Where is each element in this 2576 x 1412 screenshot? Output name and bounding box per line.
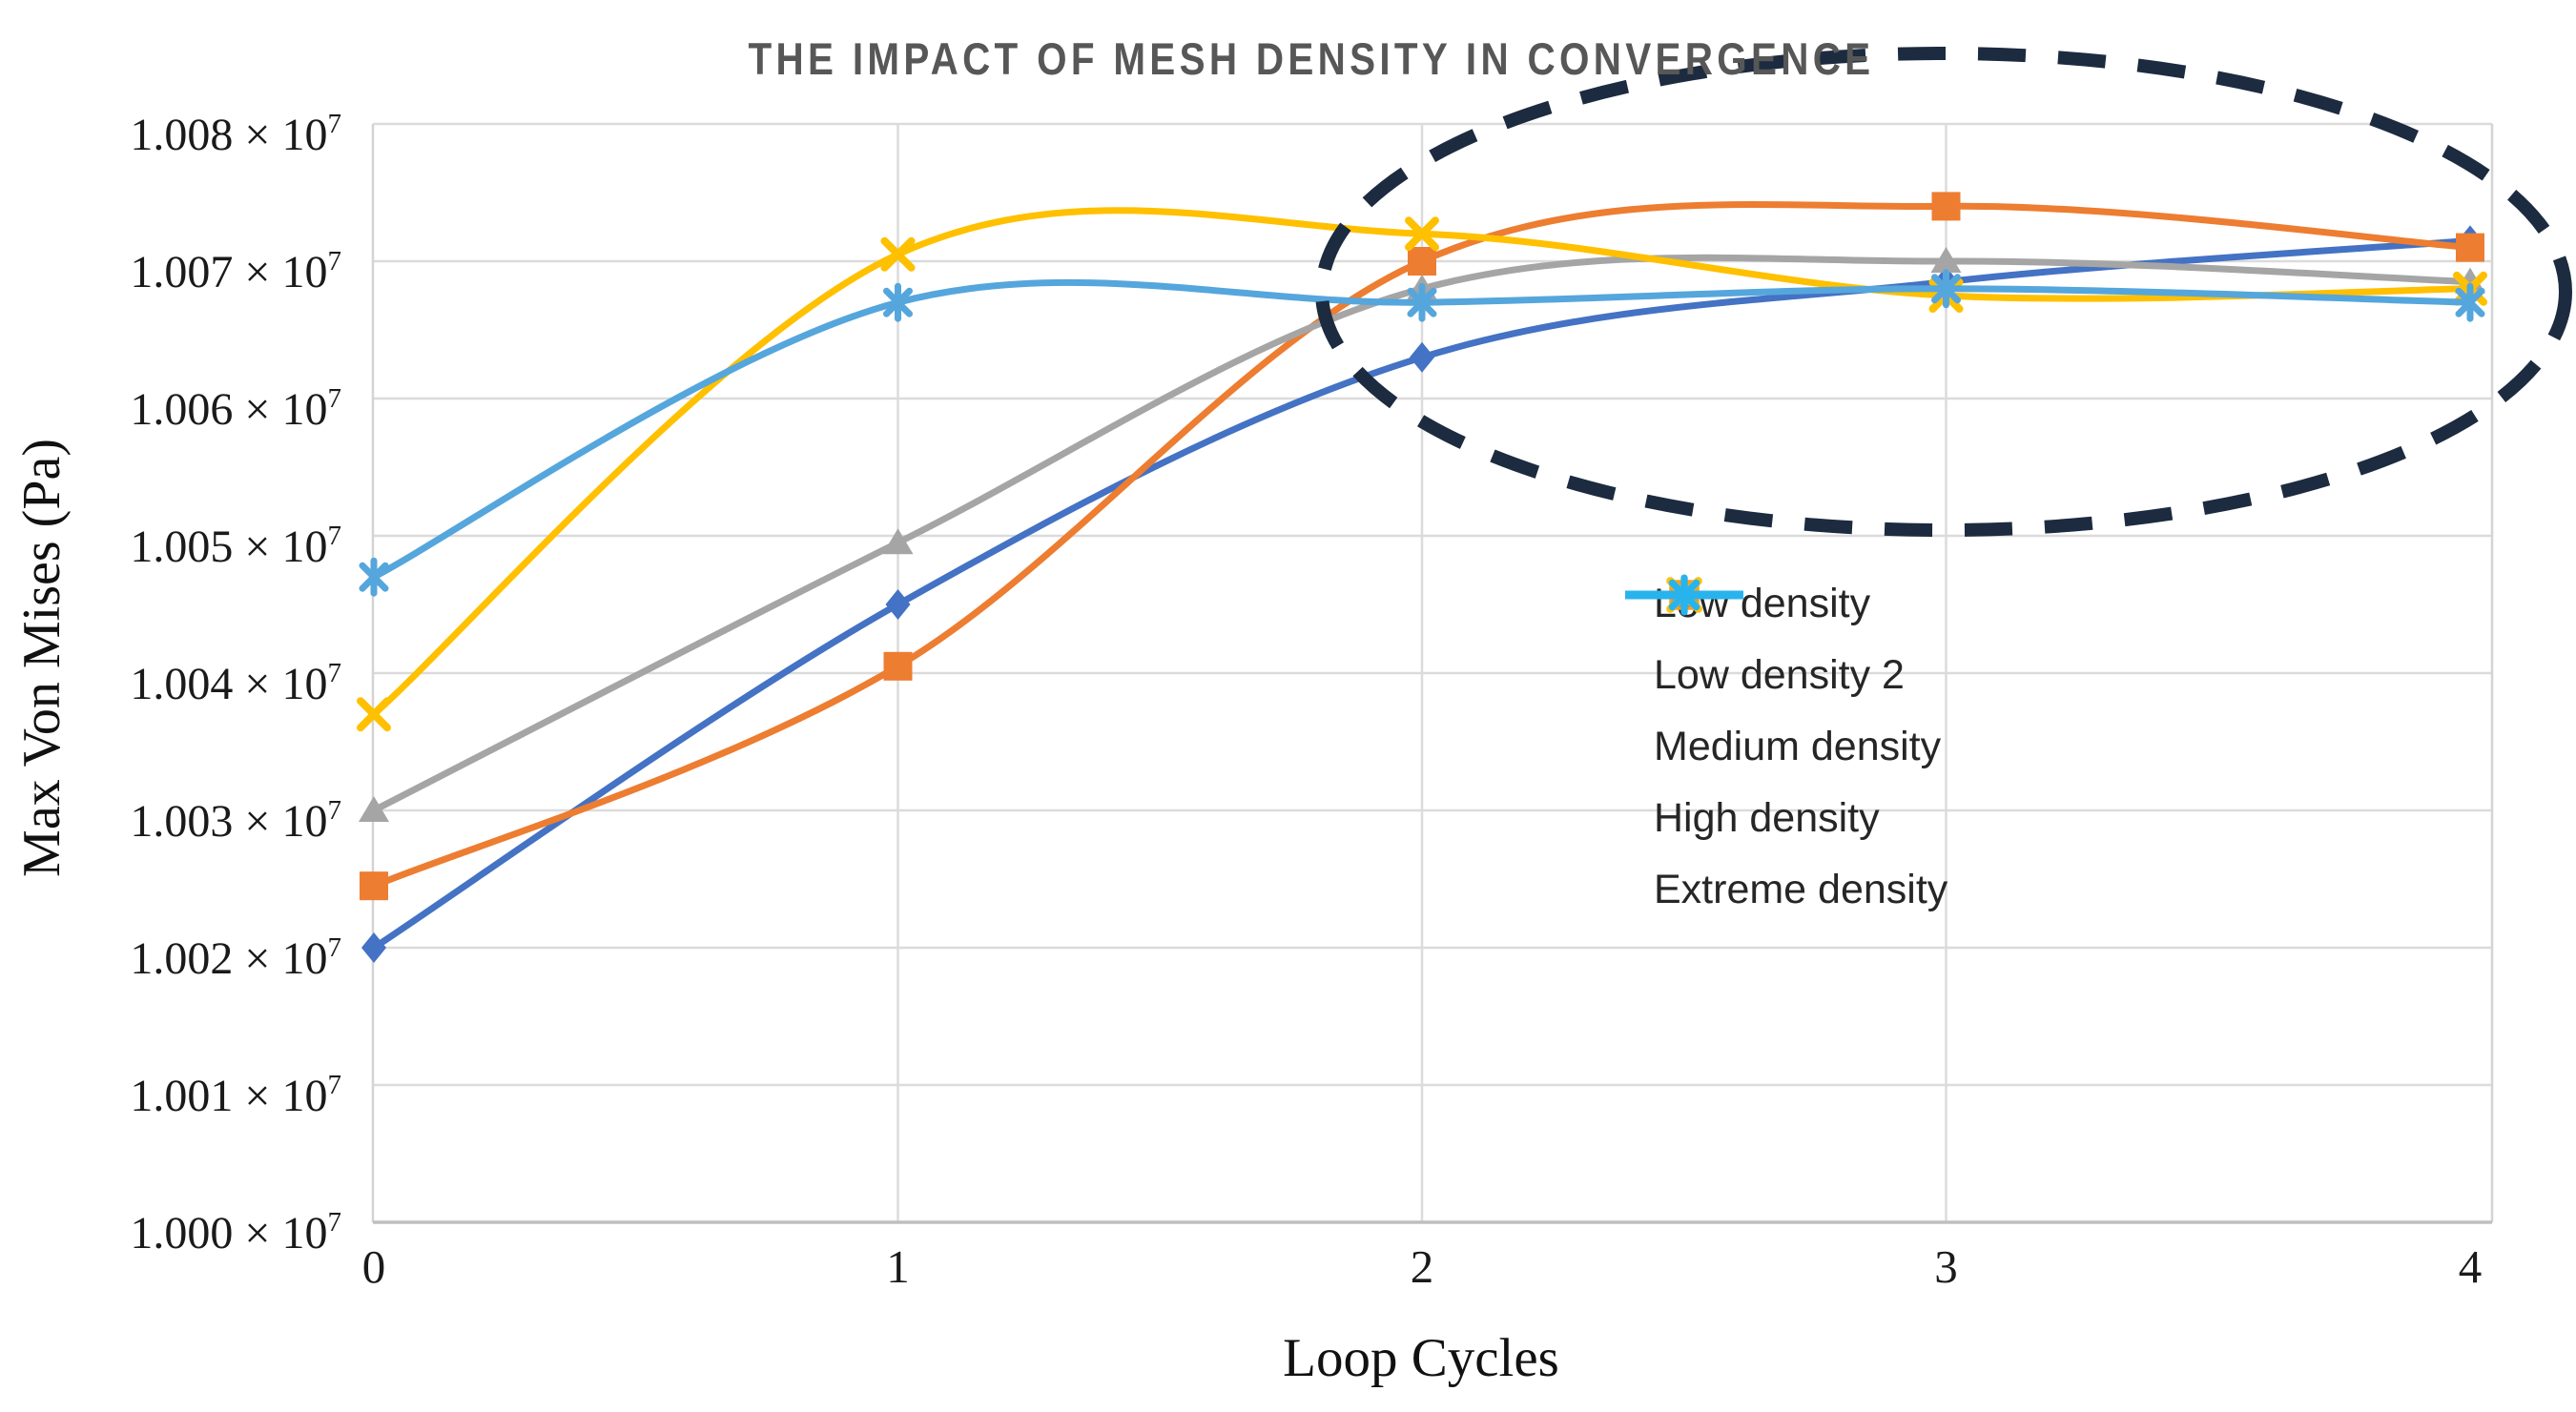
- y-tick-label: 1.004 × 107: [57, 645, 342, 709]
- convergence-ellipse-annotation: [1315, 47, 2572, 537]
- y-tick-label: 1.005 × 107: [57, 507, 342, 572]
- series-low-density-2: [360, 192, 2484, 901]
- y-tick-exponent: 7: [327, 109, 342, 139]
- y-tick-label: 1.003 × 107: [57, 782, 342, 847]
- series-extreme-density: [359, 269, 2485, 597]
- legend-item-low-density-2: Low density 2: [1621, 580, 1947, 711]
- y-tick-base: 1.000 × 10: [130, 1208, 328, 1259]
- chart-legend: Low density Low density 2 Medium density Hi…: [1621, 568, 1947, 926]
- y-tick-label: 1.001 × 107: [57, 1056, 342, 1121]
- legend-label: Low density 2: [1654, 652, 1905, 698]
- y-tick-label: 1.000 × 107: [57, 1194, 342, 1259]
- x-tick-label: 0: [361, 1240, 386, 1293]
- x-tick-label: 3: [1934, 1240, 1958, 1293]
- chart-title: THE IMPACT OF MESH DENSITY IN CONVERGENC…: [748, 33, 1875, 84]
- y-tick-label: 1.007 × 107: [57, 233, 342, 297]
- y-tick-exponent: 7: [327, 1070, 342, 1100]
- y-tick-base: 1.005 × 10: [130, 522, 328, 572]
- y-tick-exponent: 7: [327, 795, 342, 826]
- legend-swatch-star-icon: [1625, 574, 1743, 616]
- legend-item-extreme-density: Extreme density: [1621, 574, 1948, 926]
- y-tick-exponent: 7: [327, 246, 342, 276]
- y-tick-label: 1.002 × 107: [57, 919, 342, 984]
- y-tick-exponent: 7: [327, 658, 342, 688]
- x-tick-label: 1: [886, 1240, 910, 1293]
- y-tick-exponent: 7: [327, 932, 342, 963]
- y-tick-exponent: 7: [327, 1207, 342, 1238]
- y-tick-base: 1.004 × 10: [130, 659, 328, 709]
- legend-label: Medium density: [1654, 724, 1942, 769]
- legend-item-medium-density: Medium density: [1621, 580, 1947, 783]
- y-tick-base: 1.006 × 10: [130, 384, 328, 435]
- x-tick-label: 2: [1410, 1240, 1434, 1293]
- legend-label: Extreme density: [1654, 867, 1948, 912]
- y-tick-base: 1.007 × 10: [130, 247, 328, 297]
- y-tick-label: 1.008 × 107: [57, 95, 342, 160]
- y-tick-base: 1.001 × 10: [130, 1071, 328, 1121]
- x-axis-title: Loop Cycles: [1283, 1328, 1559, 1388]
- legend-label: High density: [1654, 795, 1880, 841]
- x-tick-label: 4: [2458, 1240, 2483, 1293]
- y-tick-base: 1.002 × 10: [130, 933, 328, 984]
- y-tick-base: 1.003 × 10: [130, 796, 328, 847]
- y-tick-exponent: 7: [327, 521, 342, 551]
- y-tick-exponent: 7: [327, 383, 342, 414]
- y-tick-label: 1.006 × 107: [57, 370, 342, 435]
- legend-item-high-density: High density: [1621, 577, 1947, 854]
- y-tick-base: 1.008 × 10: [130, 110, 328, 160]
